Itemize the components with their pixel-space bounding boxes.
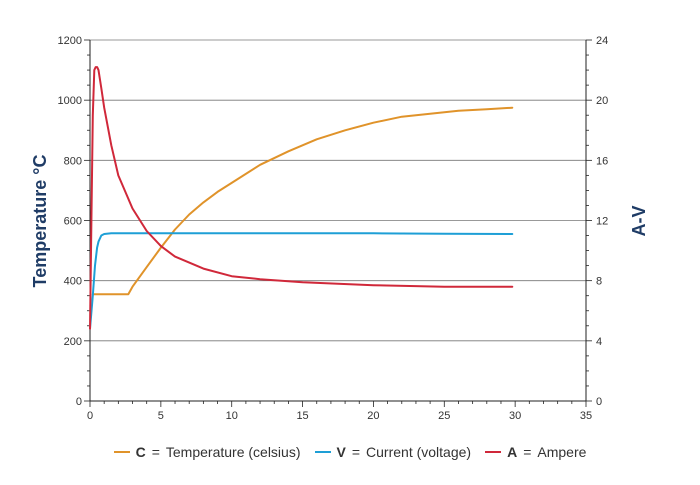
legend-key: V bbox=[336, 444, 346, 460]
x-tick-label: 30 bbox=[509, 410, 521, 422]
y2-tick-label: 12 bbox=[596, 216, 608, 228]
y2-tick-label: 24 bbox=[596, 35, 608, 47]
legend-swatch-ampere bbox=[485, 451, 502, 453]
y-tick-label: 800 bbox=[64, 155, 82, 167]
y-tick-label: 600 bbox=[64, 216, 82, 228]
legend-key: C bbox=[135, 444, 146, 460]
x-tick-label: 10 bbox=[226, 410, 238, 422]
x-tick-label: 20 bbox=[367, 410, 379, 422]
legend-label: Temperature (celsius) bbox=[165, 444, 301, 460]
series-line-v bbox=[89, 232, 514, 330]
y-axis-title: Temperature °C bbox=[30, 155, 50, 288]
legend-item-voltage: V = Current (voltage) bbox=[314, 444, 472, 460]
legend-label: Current (voltage) bbox=[366, 444, 472, 460]
x-tick-label: 35 bbox=[580, 410, 592, 422]
y-tick-label: 0 bbox=[76, 396, 82, 408]
legend-item-ampere: A = Ampere bbox=[485, 444, 586, 460]
y2-tick-label: 4 bbox=[596, 336, 602, 348]
y-tick-label: 1000 bbox=[58, 95, 82, 107]
legend-key: A bbox=[507, 444, 518, 460]
series-line-c bbox=[91, 106, 514, 296]
legend: C = Temperature (celsius) V = Current (v… bbox=[0, 440, 700, 464]
legend-separator: = bbox=[151, 444, 160, 460]
y2-tick-label: 20 bbox=[596, 95, 608, 107]
x-tick-label: 0 bbox=[87, 410, 93, 422]
legend-swatch-voltage bbox=[314, 451, 331, 453]
y-tick-label: 400 bbox=[64, 276, 82, 288]
legend-label: Ampere bbox=[537, 444, 587, 460]
grid-lines bbox=[90, 39, 586, 342]
legend-separator: = bbox=[523, 444, 532, 460]
x-tick-label: 5 bbox=[158, 410, 164, 422]
y2-tick-label: 0 bbox=[596, 396, 602, 408]
y2-axis-title: A-V bbox=[629, 206, 649, 237]
y-tick-label: 200 bbox=[64, 336, 82, 348]
series-layer bbox=[89, 66, 514, 330]
y2-tick-label: 8 bbox=[596, 276, 602, 288]
legend-item-temperature: C = Temperature (celsius) bbox=[113, 444, 301, 460]
y-tick-label: 1200 bbox=[58, 35, 82, 47]
y2-tick-label: 16 bbox=[596, 155, 608, 167]
series-line-a bbox=[89, 66, 514, 330]
x-tick-label: 25 bbox=[438, 410, 450, 422]
axes: 0 200 400 600 800 1000 1200 0 4 8 12 16 20 24 0 5 10 15 20… bbox=[58, 35, 609, 422]
legend-separator: = bbox=[351, 444, 361, 460]
legend-swatch-temperature bbox=[113, 451, 130, 453]
x-tick-label: 15 bbox=[296, 410, 308, 422]
